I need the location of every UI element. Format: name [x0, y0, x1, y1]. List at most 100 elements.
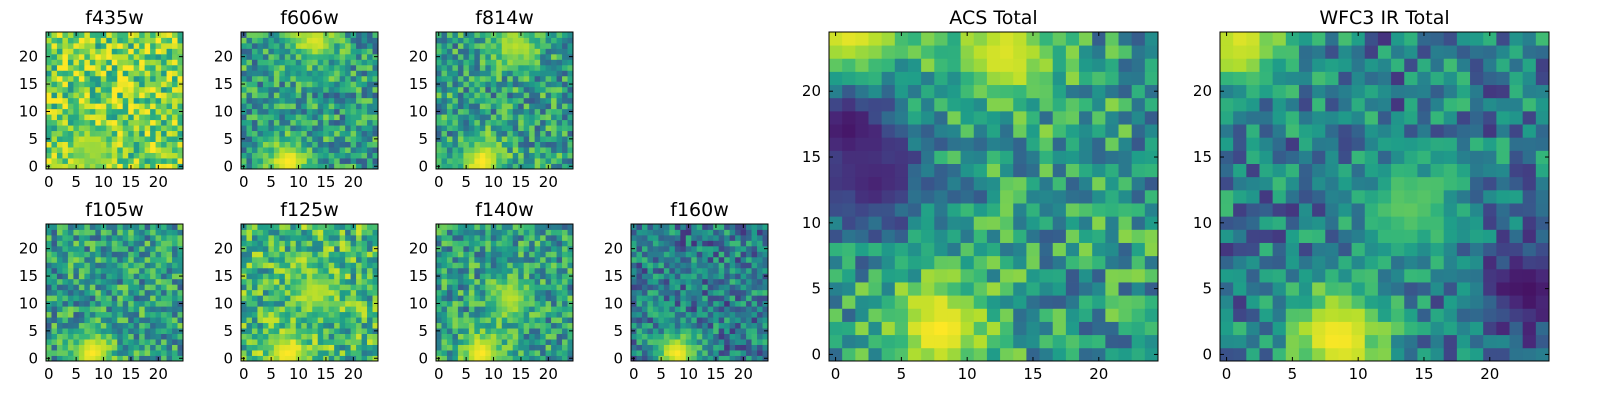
heatmap-cell [652, 273, 659, 280]
heatmap-cell [89, 59, 96, 66]
heatmap-cell [631, 251, 637, 258]
heatmap-cell [117, 130, 124, 137]
heatmap-cell [367, 295, 373, 302]
heatmap-cell [133, 48, 140, 55]
heatmap-cell [436, 295, 442, 302]
heatmap-cell [334, 278, 341, 285]
heatmap-cell [166, 48, 173, 55]
heatmap-cell [485, 344, 492, 351]
heatmap-cell [452, 97, 459, 104]
heatmap-cell [674, 295, 681, 302]
heatmap-cell [133, 130, 140, 137]
heatmap-cell [680, 229, 687, 236]
heatmap-cell [262, 97, 269, 104]
heatmap-cell [907, 189, 922, 204]
x-tick-label: 10 [94, 365, 113, 383]
heatmap-cell [111, 251, 118, 258]
heatmap-cell [67, 81, 74, 88]
heatmap-cell [441, 141, 448, 148]
heatmap-cell [468, 355, 475, 362]
heatmap-cell [161, 289, 167, 296]
heatmap-cell [284, 119, 291, 126]
heatmap-cell [144, 273, 151, 280]
heatmap-cell [1105, 334, 1119, 349]
heatmap-cell [496, 64, 503, 71]
heatmap-cell [334, 355, 341, 362]
heatmap-cell [257, 125, 264, 132]
heatmap-cell [67, 333, 74, 340]
heatmap-cell [312, 234, 319, 241]
heatmap-cell [441, 234, 448, 241]
heatmap-cell [51, 53, 58, 60]
heatmap-cell [960, 321, 975, 336]
heatmap-cell [685, 339, 692, 345]
heatmap-cell [133, 333, 140, 340]
heatmap-cell [356, 53, 362, 60]
heatmap-cell [51, 300, 58, 307]
heatmap-cell [111, 147, 118, 153]
heatmap-cell [746, 317, 752, 324]
heatmap-cell [718, 300, 725, 307]
y-tick-label: 15 [214, 267, 233, 285]
heatmap-cell [562, 339, 568, 345]
heatmap-cell [246, 152, 253, 159]
heatmap-cell [680, 350, 687, 356]
x-tick-label: 10 [289, 365, 308, 383]
heatmap-cell [567, 103, 574, 110]
heatmap-cell [111, 262, 118, 269]
heatmap-cell [1026, 308, 1040, 322]
heatmap-cell [89, 306, 96, 313]
heatmap-cell [735, 350, 741, 356]
heatmap-cell [257, 92, 264, 99]
heatmap-cell [161, 163, 167, 170]
heatmap-cell [268, 289, 275, 296]
heatmap-cell [973, 242, 988, 257]
heatmap-cell [284, 103, 291, 110]
heatmap-cell [490, 234, 497, 241]
heatmap-cell [328, 37, 335, 44]
heatmap-cell [372, 240, 379, 247]
heatmap-cell [1013, 308, 1027, 322]
heatmap-cell [485, 262, 492, 269]
heatmap-cell [669, 295, 676, 302]
heatmap-cell [78, 48, 85, 55]
heatmap-cell [729, 273, 736, 280]
heatmap-cell [350, 339, 357, 345]
heatmap-cell [67, 273, 74, 280]
heatmap-cell [540, 284, 546, 291]
heatmap-cell [762, 322, 769, 329]
heatmap-cell [56, 136, 63, 142]
heatmap-cell [718, 295, 725, 302]
heatmap-cell [172, 92, 178, 99]
heatmap-cell [172, 229, 178, 236]
heatmap-cell [46, 125, 52, 132]
heatmap-cell [468, 350, 475, 356]
heatmap-cell [518, 306, 525, 313]
heatmap-cell [501, 306, 508, 313]
heatmap-cell [56, 163, 63, 170]
heatmap-cell [641, 350, 648, 356]
heatmap-cell [562, 141, 568, 148]
heatmap-cell [1079, 347, 1093, 362]
heatmap-cell [268, 119, 275, 126]
heatmap-cell [46, 130, 52, 137]
heatmap-cell [273, 163, 280, 170]
heatmap-cell [631, 339, 637, 345]
heatmap-cell [328, 355, 335, 362]
heatmap-cell [111, 289, 118, 296]
heatmap-cell [268, 240, 275, 247]
heatmap-cell [496, 256, 503, 263]
heatmap-cell [56, 256, 63, 263]
heatmap-cell [702, 229, 709, 236]
heatmap-cell [680, 328, 687, 334]
heatmap-cell [1013, 334, 1027, 349]
heatmap-cell [540, 256, 546, 263]
heatmap-cell [669, 278, 676, 285]
heatmap-cell [339, 70, 346, 77]
heatmap-cell [89, 125, 96, 132]
heatmap-cell [921, 150, 935, 164]
heatmap-cell [111, 306, 118, 313]
heatmap-cell [479, 284, 486, 291]
heatmap-cell [457, 152, 464, 159]
heatmap-cell [501, 64, 508, 71]
